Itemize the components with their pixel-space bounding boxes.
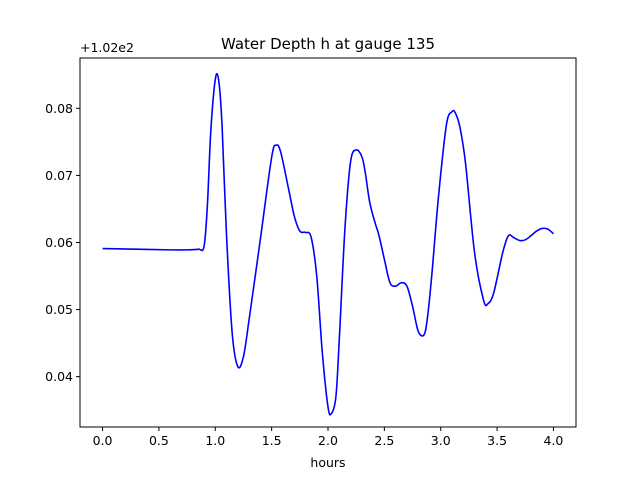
x-tick-label: 2.0: [318, 433, 338, 448]
x-tick-label: 1.0: [205, 433, 225, 448]
ticks: 0.0 0.5 1.0 1.5 2.0 2.5 3.0 3.5 4.0 0.04 0.05 0.06 0…: [45, 101, 563, 448]
y-tick-label: 0.04: [45, 369, 73, 384]
x-tick-label: 4.0: [544, 433, 564, 448]
x-axis-label: hours: [310, 455, 345, 470]
y-tick-label: 0.08: [45, 101, 73, 116]
y-axis-offset-label: +1.02e2: [80, 40, 134, 55]
y-tick-label: 0.07: [45, 168, 73, 183]
x-tick-label: 3.5: [487, 433, 507, 448]
x-tick-label: 0.5: [149, 433, 169, 448]
y-tick-label: 0.05: [45, 302, 73, 317]
series-line-0: [102, 72, 554, 416]
axes-frame: [79, 57, 577, 428]
y-tick-label: 0.06: [45, 235, 73, 250]
x-tick-label: 3.0: [431, 433, 451, 448]
x-tick-label: 0.0: [93, 433, 113, 448]
plot-area: [102, 72, 554, 416]
x-tick-label: 1.5: [262, 433, 282, 448]
chart-title: Water Depth h at gauge 135: [221, 35, 435, 53]
x-tick-label: 2.5: [374, 433, 394, 448]
